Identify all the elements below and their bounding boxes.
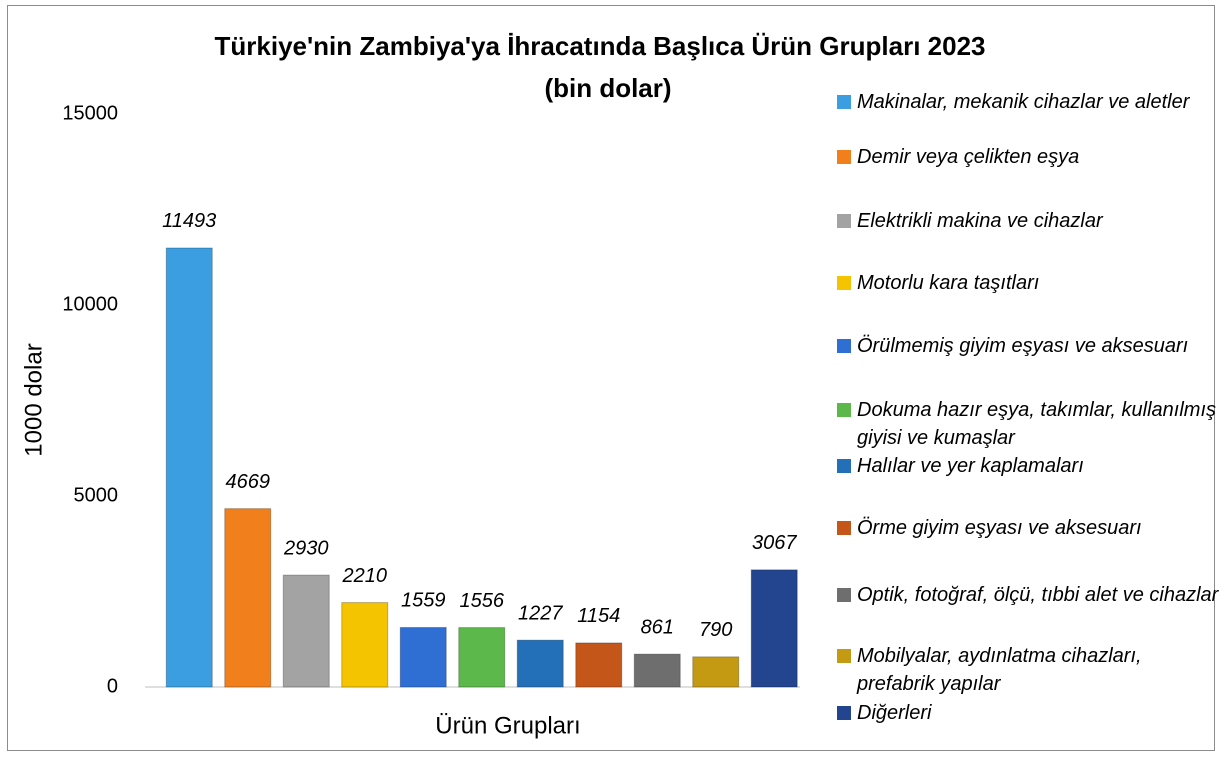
bar bbox=[692, 656, 740, 688]
legend-swatch bbox=[837, 276, 851, 290]
legend-item: Halılar ve yer kaplamaları bbox=[835, 452, 1220, 480]
data-label: 790 bbox=[699, 619, 732, 641]
bar bbox=[341, 602, 389, 688]
legend-item: Diğerleri bbox=[835, 699, 1220, 727]
data-label: 4669 bbox=[226, 471, 271, 493]
legend-item: Örülmemiş giyim eşyası ve aksesuarı bbox=[835, 332, 1220, 360]
legend-item: Motorlu kara taşıtları bbox=[835, 269, 1220, 297]
y-tick-label: 15000 bbox=[62, 102, 118, 124]
legend-item: Optik, fotoğraf, ölçü, tıbbi alet ve cih… bbox=[835, 581, 1220, 609]
chart-title: Türkiye'nin Zambiya'ya İhracatında Başlı… bbox=[215, 31, 986, 61]
data-label: 2210 bbox=[342, 565, 388, 587]
data-label: 1154 bbox=[577, 605, 620, 627]
bar bbox=[575, 642, 623, 688]
bar bbox=[224, 508, 272, 688]
bar bbox=[165, 247, 213, 688]
legend-swatch bbox=[837, 706, 851, 720]
legend-label: Motorlu kara taşıtları bbox=[857, 272, 1040, 294]
y-tick-label: 10000 bbox=[62, 293, 118, 315]
legend-label: Halılar ve yer kaplamaları bbox=[857, 455, 1084, 477]
bar bbox=[399, 626, 447, 688]
legend-item: Demir veya çelikten eşya bbox=[835, 143, 1220, 171]
y-tick-label: 0 bbox=[107, 675, 118, 697]
chart-subtitle: (bin dolar) bbox=[544, 73, 671, 103]
legend-item: Örme giyim eşyası ve aksesuarı bbox=[835, 514, 1220, 542]
data-label: 11493 bbox=[162, 210, 216, 232]
legend-swatch bbox=[837, 150, 851, 164]
y-tick-label: 5000 bbox=[74, 484, 119, 506]
legend-label: Örülmemiş giyim eşyası ve aksesuarı bbox=[857, 335, 1189, 357]
legend-swatch bbox=[837, 588, 851, 602]
legend-label: Optik, fotoğraf, ölçü, tıbbi alet ve cih… bbox=[857, 584, 1219, 606]
data-label: 1559 bbox=[401, 590, 446, 612]
legend-label: Demir veya çelikten eşya bbox=[857, 146, 1080, 168]
legend-swatch bbox=[837, 214, 851, 228]
legend-label: Dokuma hazır eşya, takımlar, kullanılmış… bbox=[857, 399, 1217, 449]
legend-label: Makinalar, mekanik cihazlar ve aletler bbox=[857, 91, 1190, 113]
legend-item: Makinalar, mekanik cihazlar ve aletler bbox=[835, 88, 1220, 116]
bar bbox=[633, 653, 681, 688]
y-axis-label: 1000 dolar bbox=[20, 343, 47, 456]
legend-swatch bbox=[837, 459, 851, 473]
data-label: 861 bbox=[641, 616, 674, 638]
data-label: 1556 bbox=[460, 590, 505, 612]
legend-label: Örme giyim eşyası ve aksesuarı bbox=[857, 517, 1142, 539]
bar bbox=[282, 574, 330, 688]
data-label: 2930 bbox=[283, 537, 329, 559]
legend-swatch bbox=[837, 339, 851, 353]
legend-label: Diğerleri bbox=[857, 702, 932, 724]
bar bbox=[458, 627, 506, 688]
legend-swatch bbox=[837, 521, 851, 535]
bar bbox=[750, 569, 798, 688]
legend-swatch bbox=[837, 95, 851, 109]
legend-swatch bbox=[837, 649, 851, 663]
legend-item: Mobilyalar, aydınlatma cihazları, prefab… bbox=[835, 642, 1220, 698]
legend-label: Mobilyalar, aydınlatma cihazları, prefab… bbox=[857, 645, 1142, 695]
data-label: 3067 bbox=[752, 532, 797, 554]
data-label: 1227 bbox=[518, 602, 563, 624]
bar bbox=[516, 639, 564, 688]
legend-item: Dokuma hazır eşya, takımlar, kullanılmış… bbox=[835, 396, 1220, 452]
frame bbox=[7, 5, 1215, 751]
x-axis-label: Ürün Grupları bbox=[435, 712, 580, 739]
legend-swatch bbox=[837, 403, 851, 417]
legend-label: Elektrikli makina ve cihazlar bbox=[857, 210, 1103, 232]
legend-item: Elektrikli makina ve cihazlar bbox=[835, 207, 1220, 235]
